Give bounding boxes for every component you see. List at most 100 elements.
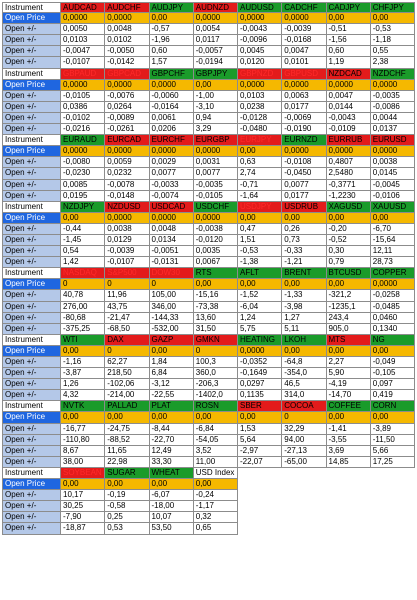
instrument-symbol[interactable]: XAGUSD xyxy=(326,201,371,213)
open-delta-cell: 105,00 xyxy=(149,290,194,302)
open-delta-cell: -1,56 xyxy=(326,35,371,47)
instrument-symbol[interactable]: EURAUD xyxy=(61,135,106,147)
open-delta-cell: -6,84 xyxy=(193,423,238,435)
instrument-symbol[interactable]: AUDJPY xyxy=(149,2,194,14)
instrument-symbol[interactable]: NZDJPY xyxy=(61,201,106,213)
instrument-label: Instrument xyxy=(2,68,61,80)
instrument-symbol[interactable]: RTS xyxy=(193,268,238,280)
header-row: Instrument WTI DAX GAZP GMKN HEATING LKOH MTS NG xyxy=(2,334,415,346)
open-price-cell: 0 xyxy=(282,412,327,424)
open-delta-row: Open +/- -18,87 0,53 53,50 0,65 xyxy=(2,523,415,535)
open-delta-label: Open +/- xyxy=(2,456,61,468)
open-delta-cell: -0,0057 xyxy=(193,46,238,58)
open-delta-cell: -0,0352 xyxy=(238,357,283,369)
open-price-label: Open Price xyxy=(2,412,61,424)
instrument-symbol[interactable]: USD Index xyxy=(193,467,238,480)
open-delta-label: Open +/- xyxy=(2,290,61,302)
instrument-symbol[interactable]: CADCHF xyxy=(282,2,327,14)
open-delta-cell: -1,96 xyxy=(149,35,194,47)
instrument-symbol[interactable]: GBPNZD xyxy=(238,68,283,80)
instrument-symbol[interactable]: GAZP xyxy=(149,334,194,346)
instrument-symbol[interactable]: PALLAD xyxy=(105,401,150,413)
open-delta-cell: 276,00 xyxy=(61,301,106,313)
open-delta-cell: -54,05 xyxy=(193,434,238,446)
instrument-symbol[interactable]: USDRUB xyxy=(282,201,327,213)
instrument-symbol[interactable]: GBPCAD xyxy=(105,68,150,80)
instrument-symbol[interactable]: CORN xyxy=(370,401,415,413)
open-delta-label: Open +/- xyxy=(2,445,61,457)
instrument-symbol[interactable]: NZDUSD xyxy=(105,201,150,213)
instrument-symbol[interactable]: EURRUB xyxy=(326,135,371,147)
instrument-symbol[interactable]: COPPER xyxy=(370,268,415,280)
instrument-symbol[interactable]: USDCHF xyxy=(193,201,238,213)
instrument-symbol[interactable]: S&P500 xyxy=(105,268,150,280)
instrument-symbol[interactable]: DAX xyxy=(105,334,150,346)
instrument-symbol[interactable]: ROSN xyxy=(193,401,238,413)
instrument-symbol[interactable]: EURGBP xyxy=(193,135,238,147)
instrument-symbol[interactable]: COFFEE xyxy=(326,401,371,413)
instrument-symbol[interactable]: AFLT xyxy=(238,268,283,280)
instrument-symbol[interactable]: AUDCAD xyxy=(61,2,106,14)
instrument-symbol[interactable]: GMKN xyxy=(193,334,238,346)
instrument-symbol[interactable]: EURCAD xyxy=(105,135,150,147)
open-delta-cell: -0,0168 xyxy=(282,35,327,47)
open-delta-cell: 6,84 xyxy=(149,368,194,380)
open-delta-cell: 11,00 xyxy=(193,456,238,468)
instrument-symbol[interactable]: AUDCHF xyxy=(105,2,150,14)
instrument-symbol[interactable]: WHEAT xyxy=(149,467,194,480)
instrument-symbol[interactable]: CADJPY xyxy=(326,2,371,14)
instrument-symbol[interactable]: GBPUSD xyxy=(282,68,327,80)
instrument-symbol[interactable]: LKOH xyxy=(282,334,327,346)
instrument-symbol[interactable]: GBPCHF xyxy=(149,68,194,80)
open-delta-cell: 0,0048 xyxy=(105,24,150,36)
instrument-symbol[interactable]: BTCUSD xyxy=(326,268,371,280)
open-delta-label: Open +/- xyxy=(2,168,61,180)
open-delta-cell: 0,0031 xyxy=(193,157,238,169)
open-price-cell: 0,00 xyxy=(61,479,106,491)
instrument-symbol[interactable]: WTI xyxy=(61,334,106,346)
open-delta-cell: 10,17 xyxy=(61,490,106,502)
instrument-symbol[interactable]: EURJPY xyxy=(238,135,283,147)
instrument-symbol[interactable]: CHFJPY xyxy=(370,2,415,14)
open-price-cell: 0,00 xyxy=(326,412,371,424)
instrument-symbol[interactable]: GBPAUD xyxy=(61,68,106,80)
instrument-symbol[interactable]: AUDUSD xyxy=(238,2,283,14)
open-delta-cell: -0,0060 xyxy=(149,90,194,102)
instrument-symbol[interactable]: DOW30 xyxy=(149,268,194,280)
instrument-symbol[interactable]: NG xyxy=(370,334,415,346)
instrument-symbol[interactable]: EURUSD xyxy=(370,135,415,147)
instrument-symbol[interactable]: NZDCAD xyxy=(326,68,371,80)
open-delta-cell: -0,0038 xyxy=(193,223,238,235)
open-delta-cell: -375,25 xyxy=(61,323,106,335)
instrument-symbol[interactable]: EURNZD xyxy=(282,135,327,147)
open-delta-cell: 12,11 xyxy=(370,246,415,258)
instrument-symbol[interactable]: SUGAR xyxy=(105,467,150,480)
instrument-symbol[interactable]: NVTK xyxy=(61,401,106,413)
instrument-symbol[interactable]: BRENT xyxy=(282,268,327,280)
open-delta-cell: 0,0038 xyxy=(370,157,415,169)
open-price-cell: 0,00 xyxy=(61,212,106,224)
open-price-cell: 0,00 xyxy=(193,479,238,491)
instrument-symbol[interactable]: NASDAQ xyxy=(61,268,106,280)
open-delta-cell: 0,0177 xyxy=(282,190,327,202)
instrument-symbol[interactable]: HEATING xyxy=(238,334,283,346)
instrument-symbol[interactable]: USDCAD xyxy=(149,201,194,213)
instrument-symbol[interactable]: SBER xyxy=(238,401,283,413)
instrument-symbol[interactable]: USDJPY xyxy=(238,201,283,213)
open-delta-cell: 1,84 xyxy=(149,357,194,369)
instrument-symbol[interactable]: PLAT xyxy=(149,401,194,413)
instrument-symbol[interactable]: MTS xyxy=(326,334,371,346)
instrument-symbol[interactable]: SOYBEAN xyxy=(61,467,106,480)
instrument-symbol[interactable]: GBPJPY xyxy=(193,68,238,80)
open-delta-row: Open +/- 1,26 -102,06 -3,12 -206,3 0,0297 46,5… xyxy=(2,379,415,391)
instrument-symbol[interactable]: COCOA xyxy=(282,401,327,413)
instrument-symbol[interactable]: AUDNZD xyxy=(193,2,238,14)
open-delta-cell: -64,8 xyxy=(282,357,327,369)
instrument-symbol[interactable]: XAUUSD xyxy=(370,201,415,213)
open-delta-cell: 0,1135 xyxy=(238,390,283,402)
open-delta-row: Open +/- -0,0102 -0,0089 0,0061 0,94 -0,0128-… xyxy=(2,112,415,125)
instrument-symbol[interactable]: EURCHF xyxy=(149,135,194,147)
open-delta-label: Open +/- xyxy=(2,157,61,169)
instrument-symbol[interactable]: NZDCHF xyxy=(370,68,415,80)
open-delta-row: Open +/- 276,00 43,75 346,00 -73,38 -6,04 -3,9… xyxy=(2,301,415,313)
